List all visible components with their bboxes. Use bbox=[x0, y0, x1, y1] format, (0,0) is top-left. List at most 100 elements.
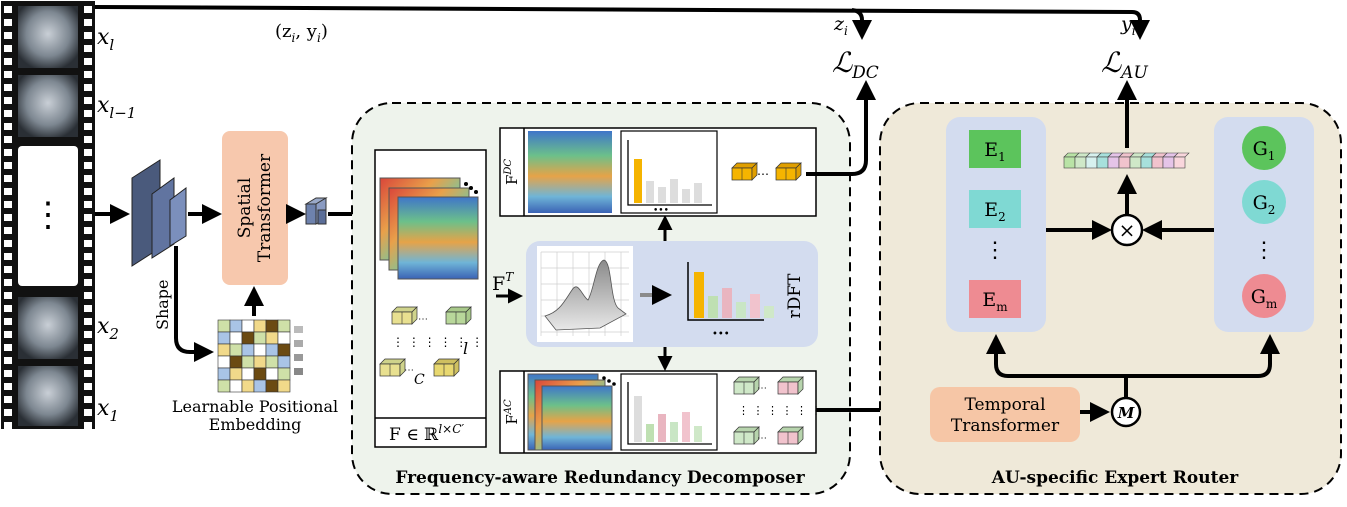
embedding-cell bbox=[229, 331, 243, 345]
sprocket-hole bbox=[4, 357, 12, 364]
vector-cell bbox=[1107, 156, 1120, 169]
multiply-node: × bbox=[1110, 213, 1144, 247]
cube-side bbox=[797, 426, 804, 445]
embedding-cell bbox=[265, 367, 279, 381]
token bbox=[433, 358, 460, 377]
gates-panel bbox=[1214, 117, 1314, 332]
token-dots: ⋯ bbox=[404, 365, 414, 376]
sprocket-hole bbox=[84, 279, 92, 286]
vector-cell bbox=[1162, 156, 1175, 169]
token bbox=[379, 358, 406, 377]
sprocket-hole bbox=[4, 370, 12, 377]
sprocket-hole bbox=[84, 409, 92, 416]
sprocket-hole bbox=[4, 305, 12, 312]
arrow-branch-to-gates bbox=[1126, 334, 1280, 378]
sprocket-hole bbox=[84, 45, 92, 52]
sprocket-hole bbox=[4, 396, 12, 403]
embedding-cell bbox=[217, 367, 231, 381]
sprocket-hole bbox=[4, 162, 12, 169]
svg-text:Em: Em bbox=[982, 289, 1008, 314]
sprocket-hole bbox=[84, 422, 92, 429]
embedding-cell bbox=[217, 355, 231, 369]
sprocket-hole bbox=[84, 110, 92, 117]
svg-text:yi: yi bbox=[1120, 13, 1136, 38]
embedding-cell bbox=[241, 343, 255, 357]
token bbox=[391, 306, 418, 325]
svg-text:E1: E1 bbox=[984, 139, 1006, 164]
gate-gm: Gm bbox=[1242, 274, 1286, 318]
gates-vdots: ⋮ bbox=[1253, 238, 1275, 263]
cube-side bbox=[753, 426, 760, 445]
gate-g2: G2 bbox=[1242, 180, 1286, 224]
fdc-token-dots: ⋯ bbox=[757, 167, 769, 181]
rdft-bar bbox=[736, 302, 746, 318]
sprocket-hole bbox=[4, 318, 12, 325]
rdft-bar bbox=[764, 306, 774, 318]
embedding-cell bbox=[253, 331, 267, 345]
vector-cell bbox=[1074, 156, 1087, 169]
fac-label: FAC bbox=[503, 399, 521, 425]
sprocket-hole bbox=[4, 266, 12, 273]
ac-token bbox=[777, 376, 804, 395]
f-c-label: C bbox=[414, 372, 425, 388]
ac-token bbox=[733, 426, 760, 445]
sprocket-hole bbox=[84, 292, 92, 299]
fdc-tokens bbox=[731, 162, 802, 181]
svg-text:ℒDC: ℒDC bbox=[832, 46, 879, 83]
film-dots: ⋮ bbox=[31, 195, 65, 235]
fdc-label: FDC bbox=[503, 159, 521, 185]
shape-label: Shape bbox=[153, 279, 172, 330]
dc-bar bbox=[694, 183, 702, 203]
frame-xl-1 bbox=[18, 75, 78, 137]
sprocket-hole bbox=[84, 97, 92, 104]
token bbox=[445, 306, 472, 325]
token-dots: ⋯ bbox=[418, 314, 428, 325]
token-dots: ⋯ bbox=[757, 433, 767, 444]
top-connector-zi bbox=[851, 8, 872, 40]
vector-cell bbox=[1129, 156, 1142, 169]
sprocket-hole bbox=[4, 331, 12, 338]
router-title: AU-specific Expert Router bbox=[991, 468, 1240, 488]
ac-bar bbox=[646, 424, 654, 442]
ac-bar bbox=[682, 412, 690, 442]
token-cube bbox=[304, 197, 328, 225]
sprocket-hole bbox=[4, 175, 12, 182]
sprocket-hole bbox=[4, 188, 12, 195]
sprocket-hole bbox=[84, 305, 92, 312]
rdft-bar bbox=[708, 296, 718, 318]
sprocket-hole bbox=[4, 19, 12, 26]
cube-side bbox=[797, 376, 804, 395]
embedding-cell bbox=[229, 355, 243, 369]
embedding-cell bbox=[253, 355, 267, 369]
sprocket-hole bbox=[84, 58, 92, 65]
svg-text:•••: ••• bbox=[712, 329, 730, 340]
vector-cell bbox=[1085, 156, 1098, 169]
embedding-cell bbox=[241, 319, 255, 333]
embedding-cell bbox=[277, 331, 291, 345]
fac-tokens: ⋯ ⋮ ⋮ ⋮ ⋮ ⋮ ⋮ ⋯ bbox=[733, 376, 821, 445]
sprocket-hole bbox=[4, 253, 12, 260]
svg-text:Temporal: Temporal bbox=[964, 395, 1045, 415]
sprocket-hole bbox=[84, 383, 92, 390]
dc-bar bbox=[670, 179, 678, 203]
rdft-label: rDFT bbox=[785, 273, 805, 319]
cnn-block bbox=[131, 159, 187, 267]
svg-text:ℒAU: ℒAU bbox=[1101, 46, 1148, 83]
dc-token bbox=[775, 162, 802, 181]
token-dots: ⋯ bbox=[757, 383, 767, 394]
film-strip: ⋮ bbox=[1, 1, 95, 429]
loss-au: yi ℒAU bbox=[1101, 13, 1148, 83]
cube-side bbox=[751, 162, 758, 181]
vector-cell bbox=[1151, 156, 1164, 169]
sprocket-hole bbox=[84, 240, 92, 247]
sprocket-hole bbox=[4, 279, 12, 286]
positional-embedding-dots bbox=[294, 326, 303, 375]
embedding-cell bbox=[241, 379, 255, 393]
au-output-vector bbox=[1063, 152, 1190, 169]
sprocket-hole bbox=[4, 422, 12, 429]
top-pair-label: (zi, yi) bbox=[275, 21, 328, 45]
sprocket-hole bbox=[4, 149, 12, 156]
expert-e1: E1 bbox=[969, 130, 1021, 168]
sprocket-hole bbox=[84, 136, 92, 143]
sprocket-hole bbox=[4, 123, 12, 130]
